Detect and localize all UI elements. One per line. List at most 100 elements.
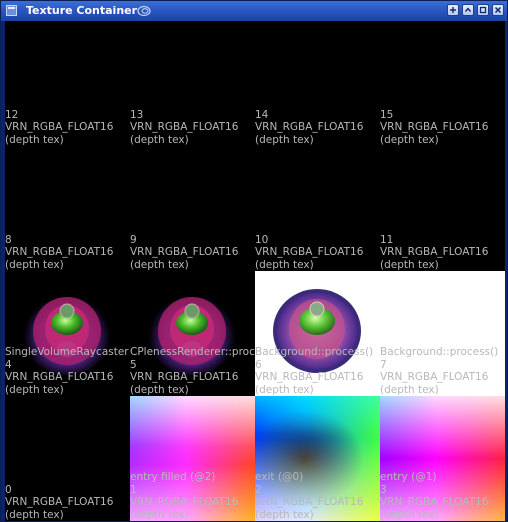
tile-index: 10 [255, 233, 269, 246]
tile-label: Background::process() 7 VRN_RGBA_FLOAT16… [380, 346, 498, 396]
tile-kind: (depth tex) [255, 508, 314, 521]
minimize-button[interactable] [462, 4, 474, 16]
tile-format: VRN_RGBA_FLOAT16 [5, 496, 114, 508]
texture-tile-7[interactable]: Background::process() 7 VRN_RGBA_FLOAT16… [380, 271, 505, 396]
tile-name: entry (@1) [380, 471, 437, 483]
tile-index: 2 [255, 483, 262, 496]
tile-label: 10 VRN_RGBA_FLOAT16 (depth tex) [255, 234, 363, 272]
tile-format: VRN_RGBA_FLOAT16 [380, 121, 489, 133]
volume-render-image [273, 289, 361, 373]
tile-kind: (depth tex) [5, 258, 64, 271]
tile-format: VRN_RGBA_FLOAT16 [5, 371, 114, 383]
texture-tile-4[interactable]: SingleVolumeRaycaster 4 VRN_RGBA_FLOAT16… [5, 271, 130, 396]
tile-index: 9 [130, 233, 137, 246]
tile-label: entry (@1) 3 VRN_RGBA_FLOAT16 (depth tex… [380, 471, 488, 521]
tile-index: 11 [380, 233, 394, 246]
float-icon [450, 7, 456, 13]
close-button[interactable] [492, 4, 504, 16]
texture-tile-11[interactable]: 11 VRN_RGBA_FLOAT16 (depth tex) [380, 146, 505, 271]
tile-kind: (depth tex) [5, 508, 64, 521]
tile-format: VRN_RGBA_FLOAT16 [5, 121, 114, 133]
exit-gradient-overlay-top [255, 396, 380, 521]
tile-index: 12 [5, 108, 19, 121]
maximize-icon [479, 6, 487, 14]
tile-format: VRN_RGBA_FLOAT16 [380, 246, 489, 258]
texture-tile-8[interactable]: 8 VRN_RGBA_FLOAT16 (depth tex) [5, 146, 130, 271]
tile-format: VRN_RGBA_FLOAT16 [130, 496, 239, 508]
tile-format: VRN_RGBA_FLOAT16 [130, 246, 239, 258]
tile-kind: (depth tex) [380, 258, 439, 271]
texture-tile-10[interactable]: 10 VRN_RGBA_FLOAT16 (depth tex) [255, 146, 380, 271]
tile-format: VRN_RGBA_FLOAT16 [130, 371, 239, 383]
tile-name: entry filled (@2) [130, 471, 216, 483]
minimize-icon [464, 7, 472, 12]
tile-kind: (depth tex) [130, 258, 189, 271]
tile-label: 12 VRN_RGBA_FLOAT16 (depth tex) [5, 109, 113, 147]
texture-tile-2[interactable]: exit (@0) 2 VRN_RGBA_FLOAT16 (depth tex) [255, 396, 380, 521]
tile-format: VRN_RGBA_FLOAT16 [255, 496, 364, 508]
window-menu-icon[interactable] [6, 5, 17, 16]
tile-kind: (depth tex) [255, 383, 314, 396]
maximize-button[interactable] [477, 4, 489, 16]
tile-index: 7 [380, 358, 387, 371]
tile-index: 4 [5, 358, 12, 371]
tile-index: 3 [380, 483, 387, 496]
title-bar[interactable]: Texture Container [1, 1, 507, 21]
tile-name: exit (@0) [255, 471, 304, 483]
texture-tile-1[interactable]: entry filled (@2) 1 VRN_RGBA_FLOAT16 (de… [130, 396, 255, 521]
texture-tile-15[interactable]: 15 VRN_RGBA_FLOAT16 (depth tex) [380, 21, 505, 146]
tile-name: Background::process() [380, 346, 499, 358]
texture-tile-3[interactable]: entry (@1) 3 VRN_RGBA_FLOAT16 (depth tex… [380, 396, 505, 521]
texture-grid: 12 VRN_RGBA_FLOAT16 (depth tex) 13 VRN_R… [5, 21, 505, 521]
tile-format: VRN_RGBA_FLOAT16 [130, 121, 239, 133]
tile-kind: (depth tex) [255, 133, 314, 146]
entry-gradient-overlay [380, 396, 505, 521]
tile-index: 5 [130, 358, 137, 371]
texture-tile-9[interactable]: 9 VRN_RGBA_FLOAT16 (depth tex) [130, 146, 255, 271]
tile-kind: (depth tex) [130, 383, 189, 396]
close-icon [494, 6, 502, 14]
tile-label: 9 VRN_RGBA_FLOAT16 (depth tex) [130, 234, 238, 272]
tile-label: 13 VRN_RGBA_FLOAT16 (depth tex) [130, 109, 238, 147]
tile-index: 14 [255, 108, 269, 121]
texture-tile-0[interactable]: 0 VRN_RGBA_FLOAT16 (depth tex) [5, 396, 130, 521]
tile-label: CPlenessRenderer::process() 5 VRN_RGBA_F… [130, 346, 255, 396]
tile-name: Background::process() [255, 346, 374, 358]
tile-format: VRN_RGBA_FLOAT16 [255, 246, 364, 258]
texture-tile-6[interactable]: Background::process() 6 VRN_RGBA_FLOAT16… [255, 271, 380, 396]
tile-kind: (depth tex) [380, 383, 439, 396]
texture-tile-12[interactable]: 12 VRN_RGBA_FLOAT16 (depth tex) [5, 21, 130, 146]
tile-index: 0 [5, 483, 12, 496]
tile-index: 13 [130, 108, 144, 121]
tile-index: 1 [130, 483, 137, 496]
tile-name: SingleVolumeRaycaster [5, 346, 129, 358]
tile-label: 11 VRN_RGBA_FLOAT16 (depth tex) [380, 234, 488, 272]
tile-kind: (depth tex) [130, 133, 189, 146]
tile-label: entry filled (@2) 1 VRN_RGBA_FLOAT16 (de… [130, 471, 238, 521]
tile-kind: (depth tex) [380, 508, 439, 521]
volume-render-image [148, 291, 236, 375]
tile-kind: (depth tex) [5, 133, 64, 146]
tile-format: VRN_RGBA_FLOAT16 [380, 496, 489, 508]
tile-label: 15 VRN_RGBA_FLOAT16 (depth tex) [380, 109, 488, 147]
texture-tile-14[interactable]: 14 VRN_RGBA_FLOAT16 (depth tex) [255, 21, 380, 146]
tile-format: VRN_RGBA_FLOAT16 [5, 246, 114, 258]
tile-label: 0 VRN_RGBA_FLOAT16 (depth tex) [5, 484, 113, 522]
window-title: Texture Container [26, 4, 138, 17]
tile-format: VRN_RGBA_FLOAT16 [380, 371, 489, 383]
tile-format: VRN_RGBA_FLOAT16 [255, 371, 364, 383]
tile-index: 8 [5, 233, 12, 246]
tile-label: SingleVolumeRaycaster 4 VRN_RGBA_FLOAT16… [5, 346, 129, 396]
tile-kind: (depth tex) [380, 133, 439, 146]
tile-format: VRN_RGBA_FLOAT16 [255, 121, 364, 133]
tile-kind: (depth tex) [5, 383, 64, 396]
tile-kind: (depth tex) [130, 508, 189, 521]
tile-index: 15 [380, 108, 394, 121]
float-button[interactable] [447, 4, 459, 16]
texture-tile-13[interactable]: 13 VRN_RGBA_FLOAT16 (depth tex) [130, 21, 255, 146]
volume-render-image [23, 291, 111, 375]
tile-kind: (depth tex) [255, 258, 314, 271]
tile-name: CPlenessRenderer::process() [130, 346, 255, 358]
texture-tile-5[interactable]: CPlenessRenderer::process() 5 VRN_RGBA_F… [130, 271, 255, 396]
